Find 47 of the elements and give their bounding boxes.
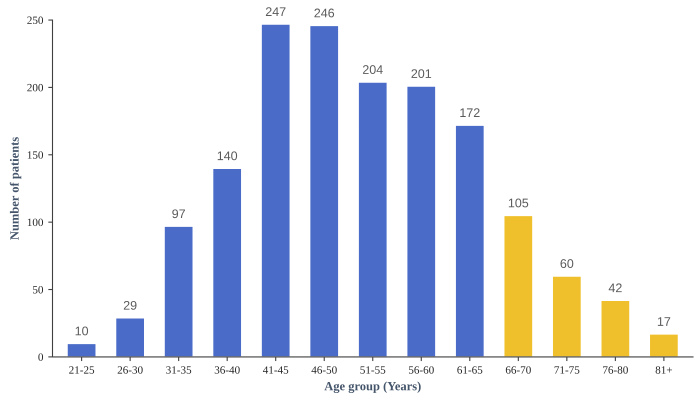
data-label: 140 (218, 151, 238, 160)
data-label: 105 (508, 198, 528, 208)
y-tick-label: 50 (33, 286, 44, 294)
data-label: 247 (266, 7, 286, 16)
data-label: 42 (608, 283, 622, 292)
bar (406, 85, 437, 357)
data-label: 201 (411, 69, 432, 78)
bar (163, 226, 194, 357)
x-tick-label: 71-75 (554, 366, 580, 374)
x-tick-label: 41-45 (262, 366, 288, 374)
bar (600, 300, 631, 357)
x-tick-label: 46-50 (311, 366, 337, 374)
y-tick-label: 200 (27, 84, 44, 92)
bar (503, 214, 534, 357)
x-axis-title: Age group (Years) (324, 382, 421, 393)
data-label: 60 (560, 259, 574, 268)
data-label: 172 (460, 108, 480, 117)
data-label: 204 (362, 65, 383, 74)
x-tick-label: 26-30 (118, 366, 143, 374)
bar (66, 342, 97, 357)
y-axis-title: Number of patients (10, 137, 22, 240)
x-tick-label: 81+ (656, 366, 672, 374)
bar (114, 317, 146, 357)
bar (212, 168, 242, 357)
bar (454, 124, 486, 357)
y-tick-label: 0 (38, 353, 44, 361)
data-label: 10 (76, 326, 88, 336)
bar (260, 23, 291, 357)
bar (648, 333, 680, 357)
x-tick-label: 56-60 (408, 366, 434, 374)
data-label: 29 (124, 300, 136, 310)
data-label: 17 (658, 317, 670, 326)
data-label: 246 (314, 8, 334, 18)
y-tick-label: 100 (28, 218, 44, 226)
x-tick-label: 31-35 (166, 366, 192, 374)
bar (308, 24, 340, 357)
x-tick-label: 61-65 (457, 366, 482, 374)
y-tick-label: 250 (27, 16, 44, 24)
x-tick-label: 76-80 (603, 366, 628, 374)
x-tick-label: 51-55 (360, 366, 386, 374)
x-tick-label: 66-70 (506, 366, 531, 374)
bar (358, 81, 388, 357)
x-tick-label: 21-25 (69, 366, 94, 374)
bar (552, 275, 582, 357)
data-label: 97 (172, 209, 185, 218)
y-tick-label: 150 (28, 151, 44, 159)
x-tick-label: 36-40 (214, 366, 240, 374)
